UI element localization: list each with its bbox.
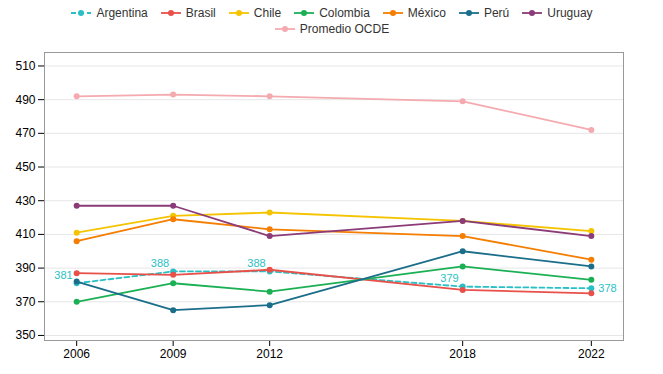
svg-text:450: 450 [15,160,35,174]
svg-text:379: 379 [440,272,458,284]
svg-text:388: 388 [151,257,169,269]
svg-text:381: 381 [54,269,72,281]
html-text:Chile: Chile [253,6,282,20]
svg-text:430: 430 [15,194,35,208]
svg-text:2006: 2006 [63,347,90,361]
svg-text:2012: 2012 [256,347,283,361]
html-text:México: México [407,6,446,20]
html-text:Perú: Perú [483,6,510,20]
svg-text:2009: 2009 [160,347,187,361]
svg-text:470: 470 [15,126,35,140]
svg-text:2022: 2022 [578,347,605,361]
html-text:Promedio OCDE: Promedio OCDE [299,22,390,36]
svg-text:2018: 2018 [449,347,476,361]
svg-text:410: 410 [15,227,35,241]
svg-text:490: 490 [15,92,35,106]
svg-text:510: 510 [15,59,35,73]
html-text:Brasil: Brasil [185,6,216,20]
svg-text:370: 370 [15,295,35,309]
html-text:Argentina: Argentina [96,6,148,20]
svg-text:390: 390 [15,261,35,275]
html-text:Colombia: Colombia [319,6,370,20]
svg-text:350: 350 [15,328,35,342]
svg-text:388: 388 [247,257,265,269]
html-text:Uruguay: Uruguay [547,6,593,20]
svg-text:378: 378 [598,282,616,294]
